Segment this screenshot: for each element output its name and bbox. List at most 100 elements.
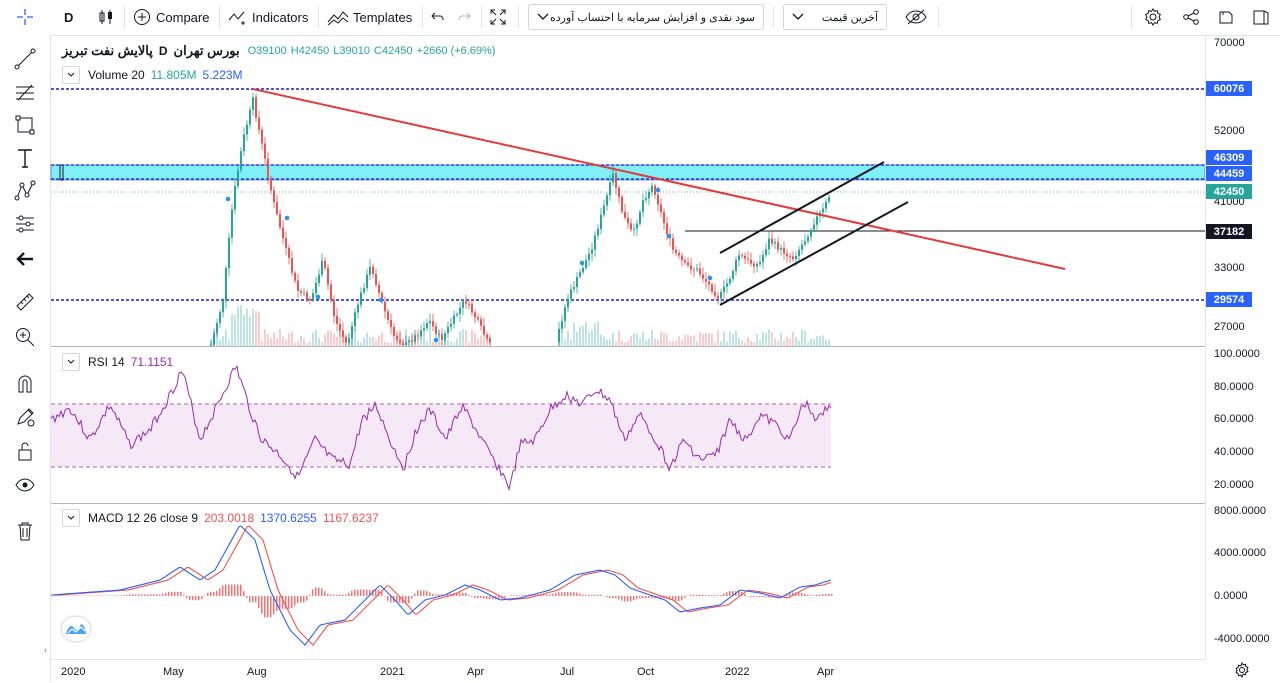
dividend-marker[interactable] — [378, 297, 384, 303]
share-icon[interactable] — [1182, 5, 1200, 29]
macd-hist-bar — [282, 596, 284, 609]
dividend-marker[interactable] — [225, 196, 231, 202]
dividend-marker[interactable] — [707, 275, 713, 281]
macd-hist-bar — [270, 596, 272, 618]
eye-icon[interactable] — [12, 473, 38, 497]
ruler-tool-icon[interactable] — [12, 290, 38, 314]
macd-hist-bar — [360, 589, 362, 596]
candle — [792, 256, 794, 260]
volume-bar — [564, 339, 566, 346]
crosshair-icon[interactable] — [16, 5, 34, 29]
dividend-marker[interactable] — [655, 187, 661, 193]
arrow-left-icon[interactable] — [12, 247, 38, 271]
candle — [828, 197, 830, 202]
time-tick: 2020 — [61, 666, 86, 678]
fib-tool-icon[interactable] — [12, 80, 38, 104]
dividend-marker[interactable] — [433, 337, 439, 343]
macd-hist-bar — [66, 595, 68, 597]
macd-hist-bar — [384, 596, 386, 597]
redo-icon[interactable] — [456, 5, 472, 29]
pane-separator[interactable] — [51, 503, 1205, 504]
price-axis[interactable] — [1205, 35, 1280, 659]
macd-hist-bar — [654, 596, 656, 599]
gear-icon[interactable] — [1143, 5, 1163, 29]
macd-hist-bar — [765, 596, 767, 598]
macd-hist-bar — [585, 594, 587, 596]
volume-bar — [819, 336, 821, 346]
macd-hist-bar — [489, 596, 491, 600]
magnet-icon[interactable] — [12, 371, 38, 395]
macd-hist-bar — [450, 593, 452, 596]
volume-bar — [810, 338, 812, 346]
interval-button[interactable]: D — [64, 9, 74, 25]
stay-in-drawing-icon[interactable] — [12, 405, 38, 429]
lock-icon[interactable] — [12, 439, 38, 463]
candle — [342, 330, 344, 337]
compare-button[interactable]: Compare — [133, 5, 209, 29]
macd-hist-bar — [423, 590, 425, 596]
candle — [660, 204, 662, 213]
time-axis[interactable] — [51, 659, 1205, 683]
macd-hist-bar — [390, 596, 392, 603]
dividend-marker[interactable] — [315, 294, 321, 300]
volume-bar — [690, 335, 692, 346]
snapshot-icon[interactable] — [1217, 5, 1235, 29]
macd-hist-bar — [579, 593, 581, 596]
price-source-select[interactable]: آخرین قیمت — [783, 4, 887, 30]
candle — [285, 238, 287, 248]
candle — [579, 272, 581, 277]
candle — [591, 249, 593, 254]
candle — [732, 271, 734, 279]
macd-hist-bar — [177, 591, 179, 596]
candle — [399, 339, 401, 344]
volume-bar — [666, 334, 668, 346]
pane-separator[interactable] — [51, 346, 1205, 347]
volume-bar — [459, 330, 461, 346]
indicators-button[interactable]: Indicators — [228, 5, 308, 29]
dividends-adjust-select[interactable]: سود نقدی و افزایش سرمایه با احتساب آورده — [528, 4, 764, 30]
dividend-marker[interactable] — [579, 260, 585, 266]
macd-hist-bar — [426, 590, 428, 596]
zoom-in-icon[interactable] — [12, 325, 38, 349]
eye-off-icon[interactable] — [904, 5, 928, 29]
candle — [675, 249, 677, 253]
publish-icon[interactable] — [1252, 5, 1270, 29]
macd-hist-bar — [411, 596, 413, 599]
tradingview-logo-icon[interactable] — [62, 617, 90, 641]
macd-hist-bar — [312, 589, 314, 596]
trendline-tool-icon[interactable] — [12, 47, 38, 71]
gear-icon[interactable] — [1234, 661, 1250, 683]
macd-hist-bar — [753, 596, 755, 597]
macd-hist-bar — [723, 593, 725, 596]
forecast-tool-icon[interactable] — [12, 212, 38, 236]
candle — [576, 276, 578, 288]
pattern-tool-icon[interactable] — [12, 179, 38, 203]
candle — [300, 290, 302, 293]
expand-handle-icon[interactable]: ‹ — [44, 645, 47, 655]
undo-icon[interactable] — [430, 5, 446, 29]
macd-hist-bar — [141, 594, 143, 596]
macd-hist-bar — [693, 594, 695, 596]
volume-bar — [213, 330, 215, 346]
collapse-toggle[interactable] — [62, 509, 80, 527]
candle — [351, 326, 353, 339]
fullscreen-icon[interactable] — [489, 5, 507, 29]
dividend-marker[interactable] — [284, 215, 290, 221]
volume-bar — [660, 331, 662, 346]
rectangle-tool-icon[interactable] — [12, 113, 38, 137]
candles-style-icon[interactable] — [97, 5, 115, 29]
volume-bar — [825, 339, 827, 346]
candle — [606, 195, 608, 206]
candle — [315, 283, 317, 294]
trash-icon[interactable] — [12, 519, 38, 543]
dividend-marker[interactable] — [666, 233, 672, 239]
text-tool-icon[interactable] — [12, 146, 38, 170]
symbol-name[interactable]: پالایش نفت تبریز — [62, 43, 153, 58]
macd-hist-bar — [120, 595, 122, 597]
macd-hist-bar — [168, 591, 170, 596]
candle — [357, 304, 359, 313]
ohlc-low: L39010 — [333, 45, 371, 57]
templates-button[interactable]: Templates — [327, 5, 412, 29]
collapse-toggle[interactable] — [62, 66, 80, 84]
collapse-toggle[interactable] — [62, 353, 80, 371]
